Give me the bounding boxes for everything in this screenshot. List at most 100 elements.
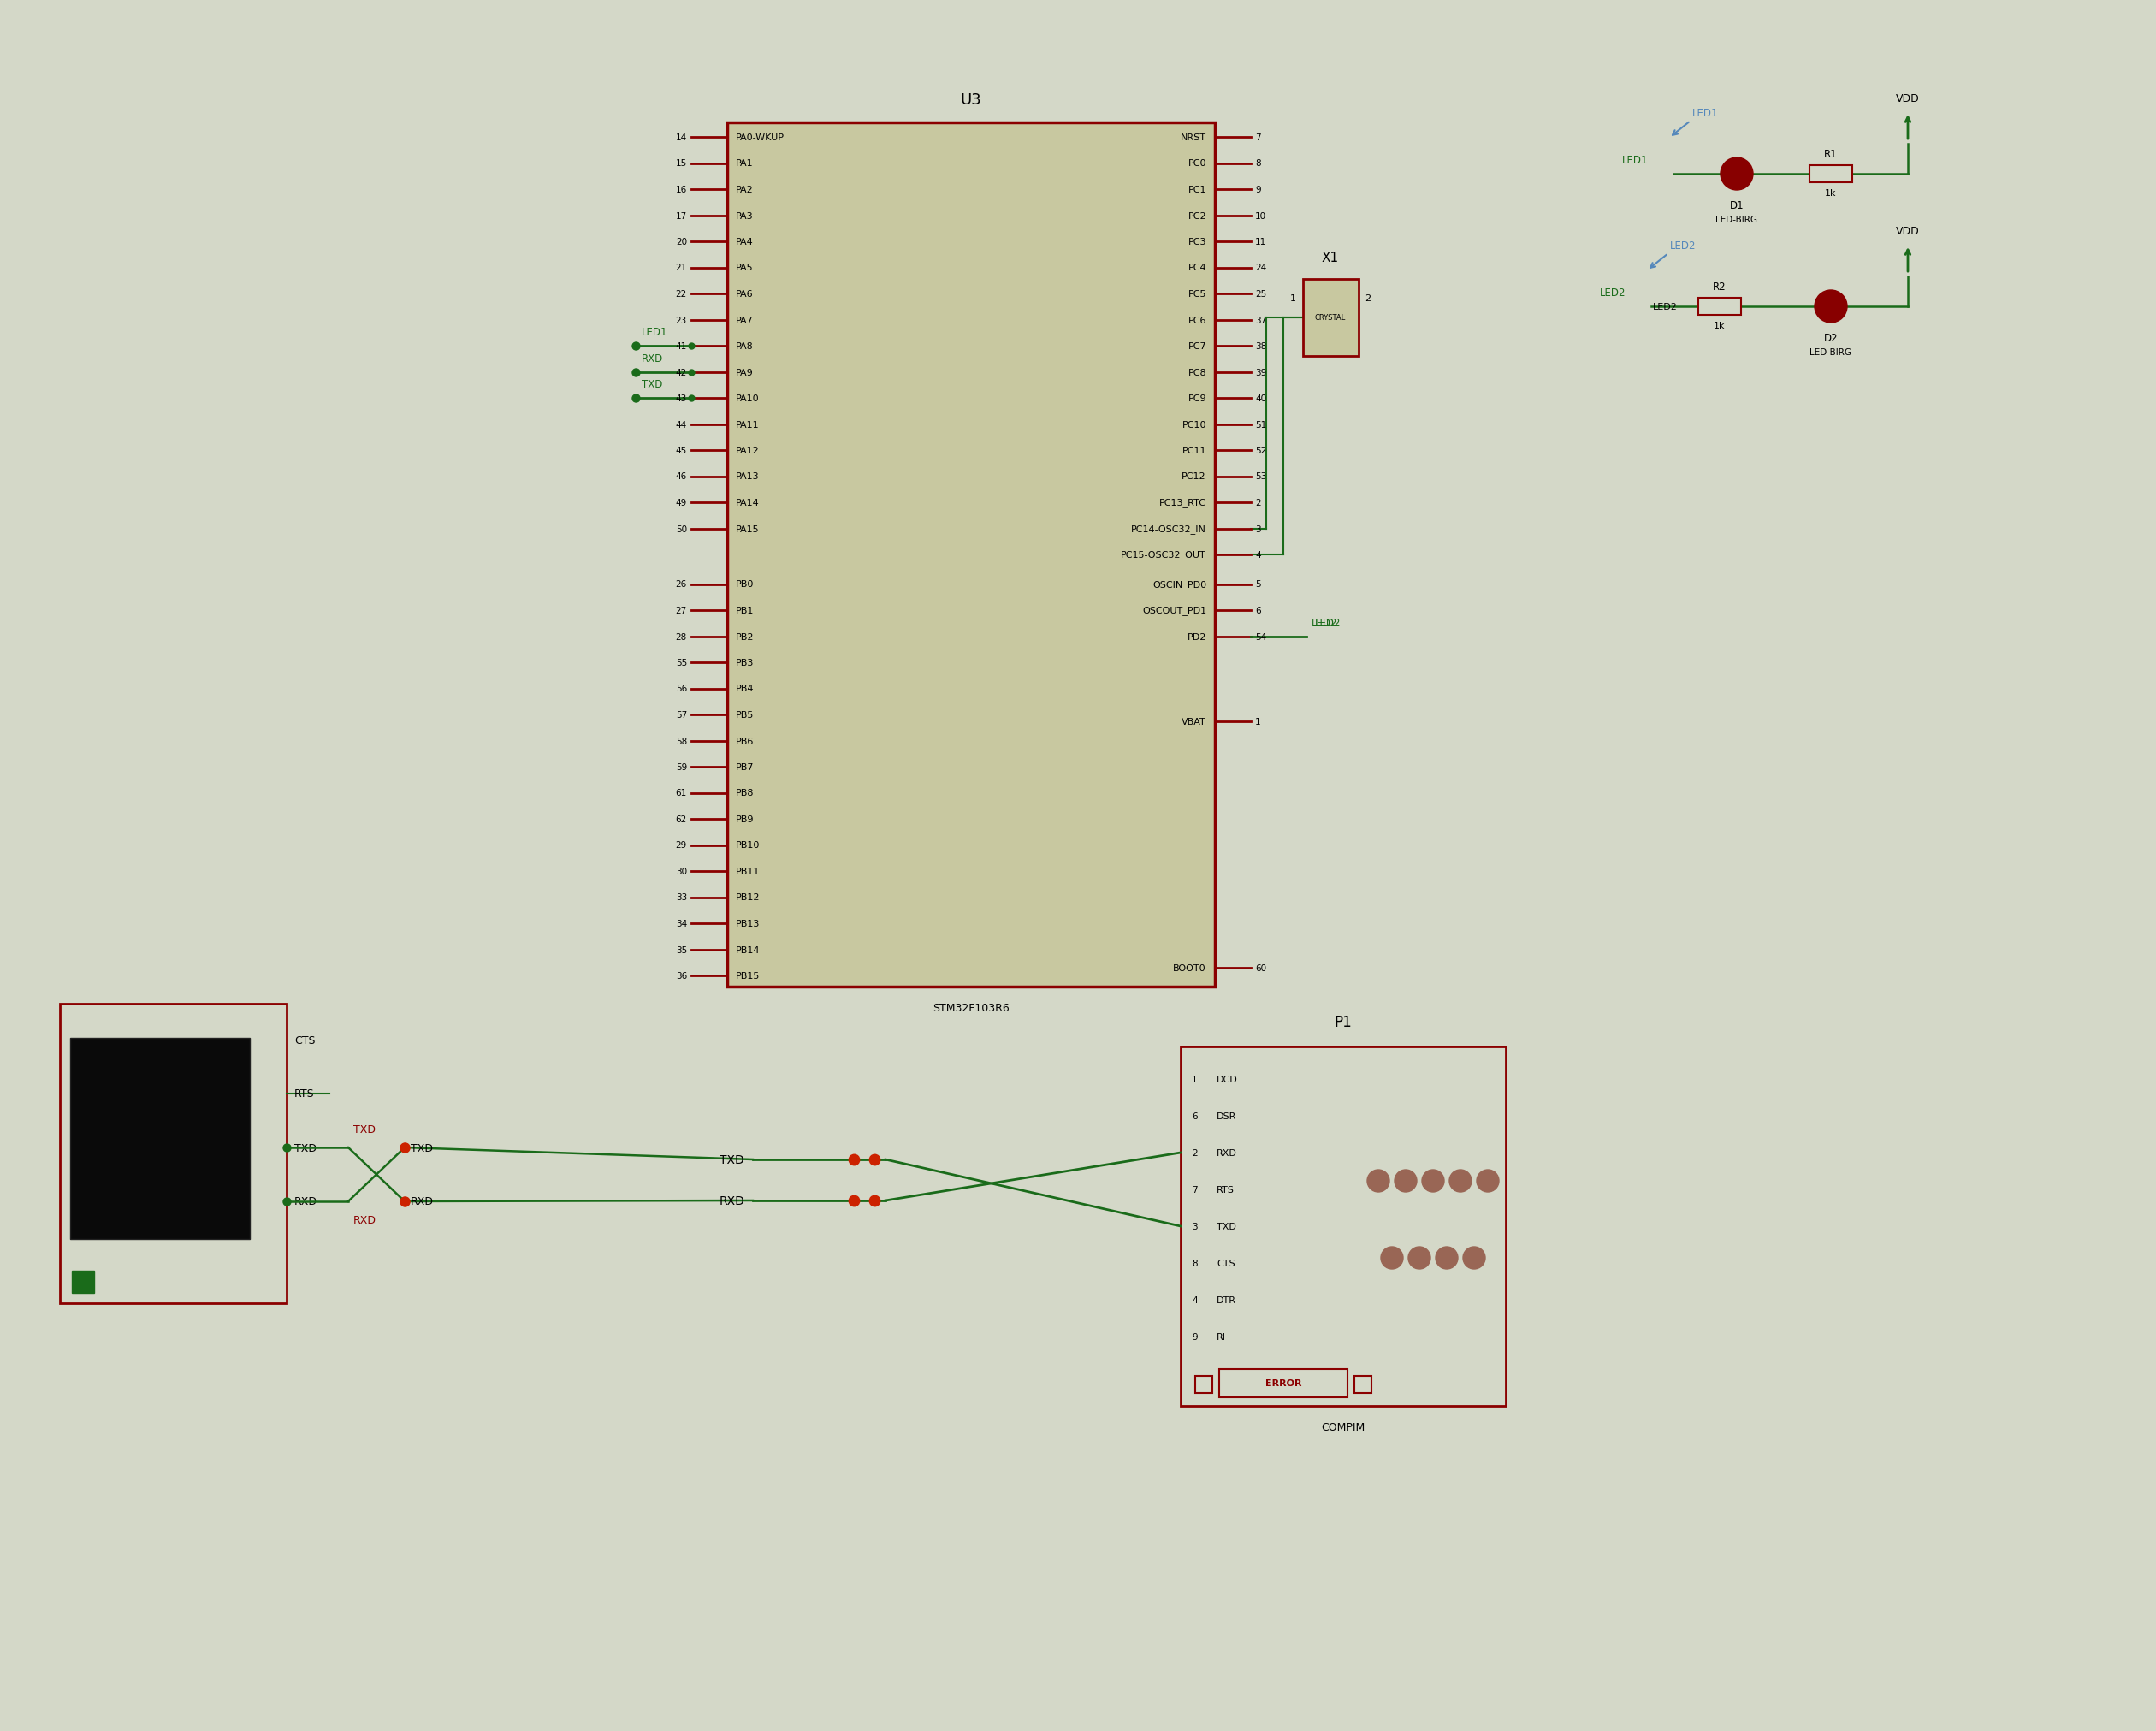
Text: 10: 10 — [1255, 211, 1266, 220]
Text: 52: 52 — [1255, 447, 1266, 455]
Text: PC11: PC11 — [1181, 447, 1207, 455]
Text: 23: 23 — [675, 317, 688, 325]
Text: 1k: 1k — [1826, 189, 1837, 197]
Text: DCD: DCD — [1216, 1075, 1238, 1084]
Text: 45: 45 — [675, 447, 688, 455]
Text: 2: 2 — [1192, 1149, 1197, 1156]
Text: 49: 49 — [675, 499, 688, 507]
Text: 14: 14 — [675, 133, 688, 142]
Text: 57: 57 — [675, 711, 688, 720]
Circle shape — [1449, 1170, 1473, 1193]
Text: LED1: LED1 — [1692, 107, 1718, 119]
Text: LED2: LED2 — [1311, 616, 1337, 628]
Text: 38: 38 — [1255, 343, 1266, 351]
Text: 21: 21 — [675, 263, 688, 272]
Text: RXD: RXD — [295, 1196, 317, 1207]
Text: D2: D2 — [1824, 332, 1839, 344]
Circle shape — [1464, 1246, 1485, 1269]
Text: PA10: PA10 — [735, 395, 759, 403]
Text: D1: D1 — [1729, 201, 1744, 211]
Text: PB1: PB1 — [735, 606, 755, 615]
Text: 35: 35 — [675, 945, 688, 954]
Text: PC0: PC0 — [1188, 159, 1207, 168]
Text: CTS: CTS — [295, 1035, 315, 1046]
Text: VDD: VDD — [1895, 225, 1919, 237]
Text: 20: 20 — [675, 237, 688, 246]
Text: PB3: PB3 — [735, 658, 755, 666]
Text: 3: 3 — [1192, 1222, 1197, 1231]
Text: LED1: LED1 — [642, 327, 668, 338]
Text: PA9: PA9 — [735, 369, 755, 377]
Text: PB2: PB2 — [735, 632, 755, 640]
Text: NRST: NRST — [1181, 133, 1207, 142]
Text: 4: 4 — [1192, 1297, 1197, 1303]
Circle shape — [1367, 1170, 1388, 1193]
Text: TXD: TXD — [720, 1155, 744, 1165]
Text: 53: 53 — [1255, 473, 1266, 481]
Text: RTS: RTS — [295, 1089, 315, 1099]
Text: PA11: PA11 — [735, 421, 759, 429]
Bar — [1218, 1369, 1348, 1397]
Text: RXD: RXD — [354, 1215, 377, 1226]
Text: PC2: PC2 — [1188, 211, 1207, 220]
Text: PB8: PB8 — [735, 789, 755, 798]
Text: 29: 29 — [675, 841, 688, 850]
Text: 7: 7 — [1255, 133, 1261, 142]
Text: RTS: RTS — [1216, 1186, 1235, 1194]
Text: 16: 16 — [675, 185, 688, 194]
Bar — [71, 1271, 95, 1293]
Text: PB10: PB10 — [735, 841, 761, 850]
Text: 41: 41 — [675, 343, 688, 351]
Text: PC8: PC8 — [1188, 369, 1207, 377]
Text: 28: 28 — [675, 632, 688, 640]
Text: TXD: TXD — [410, 1142, 433, 1153]
Text: 56: 56 — [675, 685, 688, 692]
Text: DSR: DSR — [1216, 1111, 1238, 1120]
Circle shape — [1380, 1246, 1404, 1269]
Text: 1: 1 — [1192, 1075, 1197, 1084]
Text: PA12: PA12 — [735, 447, 759, 455]
Circle shape — [1395, 1170, 1416, 1193]
Text: R2: R2 — [1714, 282, 1727, 293]
Text: LED2: LED2 — [1315, 616, 1341, 628]
Text: PA1: PA1 — [735, 159, 752, 168]
Text: OSCIN_PD0: OSCIN_PD0 — [1151, 580, 1207, 589]
Text: 44: 44 — [675, 421, 688, 429]
Text: LED-BIRG: LED-BIRG — [1809, 348, 1852, 357]
Text: PA4: PA4 — [735, 237, 755, 246]
Text: 27: 27 — [675, 606, 688, 615]
Text: STM32F103R6: STM32F103R6 — [934, 1002, 1009, 1013]
Text: PC10: PC10 — [1181, 421, 1207, 429]
Text: PB0: PB0 — [735, 580, 755, 589]
Text: VBAT: VBAT — [1181, 718, 1207, 725]
Text: PB6: PB6 — [735, 737, 755, 746]
Text: PB15: PB15 — [735, 971, 761, 980]
Text: 30: 30 — [675, 867, 688, 876]
Text: 62: 62 — [675, 815, 688, 824]
Text: LED-BIRG: LED-BIRG — [1716, 216, 1757, 223]
Text: PA7: PA7 — [735, 317, 755, 325]
Text: CRYSTAL: CRYSTAL — [1315, 315, 1345, 322]
Text: PC4: PC4 — [1188, 263, 1207, 272]
Text: TXD: TXD — [354, 1123, 375, 1136]
Text: 59: 59 — [675, 763, 688, 772]
Bar — [1302, 280, 1358, 357]
Text: PB12: PB12 — [735, 893, 761, 902]
Text: ERROR: ERROR — [1266, 1380, 1302, 1388]
Text: 33: 33 — [675, 893, 688, 902]
Text: 17: 17 — [675, 211, 688, 220]
Text: PB14: PB14 — [735, 945, 761, 954]
Text: 50: 50 — [675, 524, 688, 533]
Text: PA0-WKUP: PA0-WKUP — [735, 133, 785, 142]
Text: 25: 25 — [1255, 289, 1266, 298]
Text: 22: 22 — [675, 289, 688, 298]
Text: 58: 58 — [675, 737, 688, 746]
Text: PB9: PB9 — [735, 815, 755, 824]
Text: RXD: RXD — [1216, 1149, 1238, 1156]
Text: 24: 24 — [1255, 263, 1266, 272]
Text: 6: 6 — [1255, 606, 1261, 615]
Text: PC15-OSC32_OUT: PC15-OSC32_OUT — [1121, 550, 1207, 559]
Text: PA6: PA6 — [735, 289, 752, 298]
Text: 1: 1 — [1289, 294, 1296, 303]
Text: 8: 8 — [1255, 159, 1261, 168]
